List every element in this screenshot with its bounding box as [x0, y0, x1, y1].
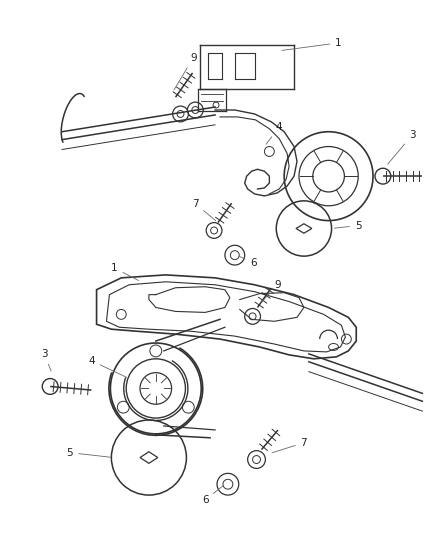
Text: 3: 3 [387, 130, 415, 164]
Text: 1: 1 [111, 263, 138, 280]
Text: 7: 7 [191, 199, 215, 221]
Text: 5: 5 [67, 448, 110, 458]
Text: 5: 5 [334, 221, 361, 231]
Text: 4: 4 [88, 356, 126, 377]
Text: 6: 6 [201, 486, 222, 505]
Text: 4: 4 [265, 122, 282, 144]
Text: 6: 6 [239, 256, 256, 268]
Text: 1: 1 [281, 38, 341, 51]
Text: 3: 3 [41, 349, 51, 371]
Text: 7: 7 [272, 438, 307, 453]
Text: 9: 9 [173, 53, 196, 90]
Text: 9: 9 [261, 280, 280, 302]
